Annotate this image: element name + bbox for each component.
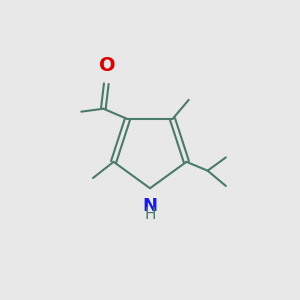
Text: O: O (99, 56, 115, 76)
Text: H: H (144, 207, 156, 222)
Text: N: N (142, 196, 158, 214)
